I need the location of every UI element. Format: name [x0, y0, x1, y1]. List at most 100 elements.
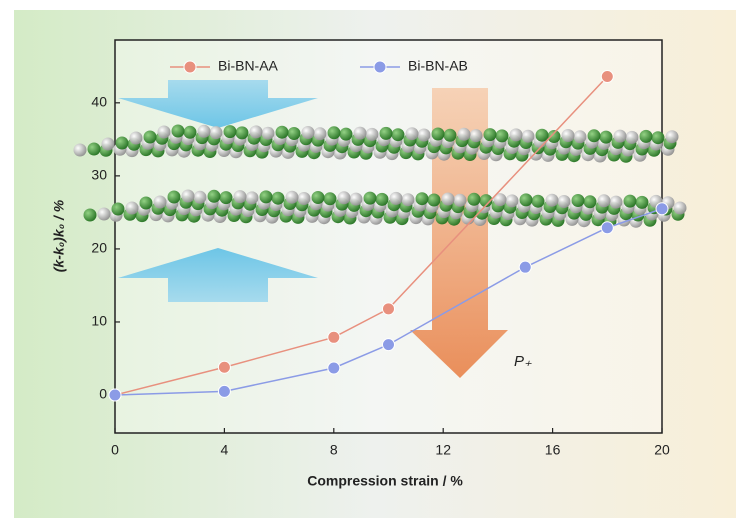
x-tick-label: 8: [330, 442, 338, 458]
data-point: [217, 384, 231, 398]
atom: [83, 208, 97, 222]
atom: [327, 126, 341, 140]
atom: [599, 130, 613, 144]
atom: [101, 137, 115, 151]
data-point: [327, 361, 341, 375]
atom: [287, 127, 301, 140]
y-tick-label: 20: [91, 240, 107, 256]
x-tick-label: 20: [654, 442, 670, 458]
data-point: [655, 202, 669, 216]
atom: [223, 125, 237, 139]
data-point: [382, 302, 395, 316]
atom: [139, 196, 153, 210]
atom: [125, 201, 139, 215]
atom: [167, 190, 181, 204]
atom: [207, 189, 221, 203]
atom: [209, 126, 223, 140]
atom: [457, 127, 471, 141]
atom: [111, 202, 125, 216]
atom: [143, 130, 157, 144]
atom: [401, 193, 415, 207]
x-tick-label: 0: [111, 442, 119, 458]
atom: [297, 192, 311, 205]
atom: [285, 190, 299, 204]
atom: [505, 194, 519, 208]
atom: [245, 191, 259, 205]
atom: [547, 130, 561, 143]
y-tick-label: 30: [91, 167, 107, 183]
atom: [673, 201, 687, 215]
atom: [587, 129, 601, 143]
atom: [261, 126, 275, 140]
atom: [353, 126, 367, 140]
data-point: [217, 360, 231, 374]
atom: [557, 195, 571, 208]
atom: [467, 192, 481, 206]
atom: [153, 195, 167, 209]
legend-label: Bi-BN-AB: [408, 58, 468, 74]
arrow-decoration: [118, 80, 318, 128]
atom: [469, 129, 483, 143]
atom: [561, 129, 575, 142]
x-tick-label: 16: [545, 442, 561, 458]
atom: [417, 128, 431, 142]
atom: [183, 125, 197, 139]
atom: [453, 193, 467, 207]
x-axis-label: Compression strain / %: [307, 473, 463, 489]
atom: [441, 192, 455, 206]
atom: [405, 127, 419, 141]
atom: [249, 125, 263, 139]
atom: [197, 124, 211, 138]
atom: [531, 194, 545, 208]
atom: [573, 130, 587, 144]
atom: [275, 125, 289, 139]
atom: [415, 192, 429, 206]
atom: [609, 195, 623, 209]
atom: [521, 129, 535, 143]
atom: [375, 192, 389, 206]
atom: [519, 193, 533, 207]
x-tick-label: 4: [221, 442, 229, 458]
atom: [651, 131, 665, 145]
data-point: [600, 221, 614, 235]
data-point: [382, 338, 395, 352]
atom: [363, 191, 377, 205]
atom: [623, 194, 637, 208]
y-tick-label: 40: [91, 94, 107, 110]
atom: [235, 126, 249, 140]
atom: [391, 128, 405, 142]
atom: [613, 129, 627, 143]
atom: [115, 136, 129, 150]
atom: [339, 127, 353, 141]
atom: [157, 125, 171, 139]
atom: [379, 126, 393, 140]
atom: [509, 128, 523, 142]
atom: [495, 129, 509, 143]
x-tick-label: 12: [435, 442, 451, 458]
atom: [97, 207, 111, 221]
legend-marker: [373, 60, 387, 74]
atom: [129, 131, 143, 145]
atom: [259, 190, 273, 204]
legend-label: Bi-BN-AA: [218, 58, 279, 74]
atom: [535, 128, 549, 142]
atom: [389, 191, 403, 205]
atom: [365, 127, 379, 141]
atom: [73, 143, 87, 157]
atom: [479, 194, 493, 208]
atom: [665, 130, 679, 144]
atom: [219, 191, 233, 205]
atom: [311, 191, 325, 204]
atom: [625, 130, 639, 144]
atom: [181, 189, 195, 203]
lattice-decoration: [73, 124, 687, 228]
atom: [301, 126, 315, 139]
atom: [271, 191, 285, 205]
atom: [233, 190, 247, 204]
atom: [443, 128, 457, 142]
atom: [639, 129, 653, 143]
atom: [545, 193, 559, 207]
data-point: [108, 388, 122, 402]
atom: [597, 194, 611, 208]
